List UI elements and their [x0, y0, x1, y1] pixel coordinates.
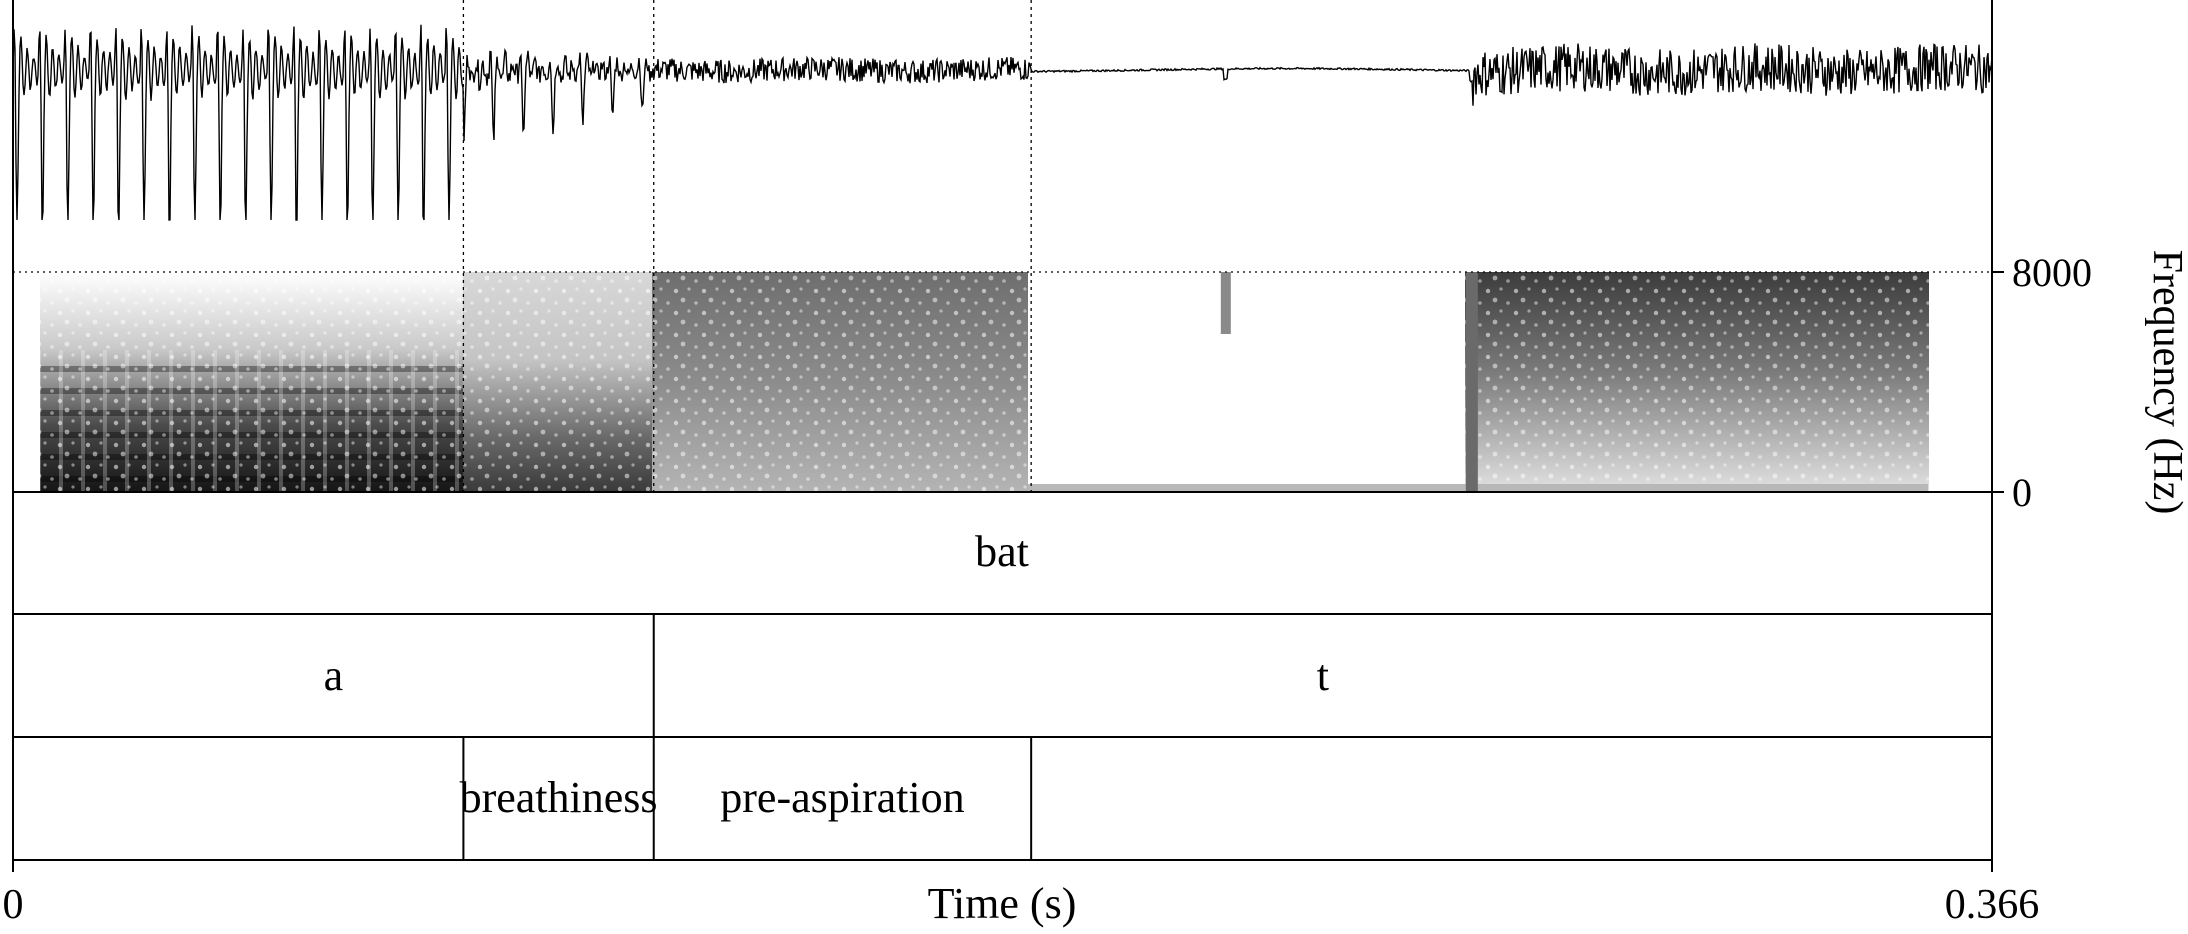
time-tick-end: 0.366: [1945, 882, 2040, 928]
phone-label-t: t: [1317, 651, 1329, 700]
spectrogram-speckle: [40, 272, 1028, 492]
spectrogram-panel: [40, 272, 1929, 492]
frequency-axis-label: Frequency (Hz): [2144, 250, 2188, 515]
spectrogram-burst-mark: [1465, 272, 1478, 492]
waveform-panel: [12, 24, 1993, 221]
spectrogram-region-closure: [1028, 272, 1465, 492]
low-frequency-band: [1028, 484, 1928, 492]
phase-label-pre-aspiration: pre-aspiration: [720, 773, 964, 822]
time-tick-start: 0: [3, 882, 24, 928]
word-label: bat: [975, 527, 1029, 576]
phone-label-a: a: [324, 651, 344, 700]
waveform-trace: [12, 24, 1993, 221]
phase-label-breathiness: breathiness: [460, 773, 658, 822]
spectrogram-speckle-release: [1465, 272, 1929, 492]
spectrogram-burst-mark: [1220, 272, 1231, 334]
frequency-tick-8000: 8000: [2012, 250, 2092, 295]
frequency-tick-0: 0: [2012, 470, 2032, 515]
time-axis-label: Time (s): [928, 879, 1077, 928]
